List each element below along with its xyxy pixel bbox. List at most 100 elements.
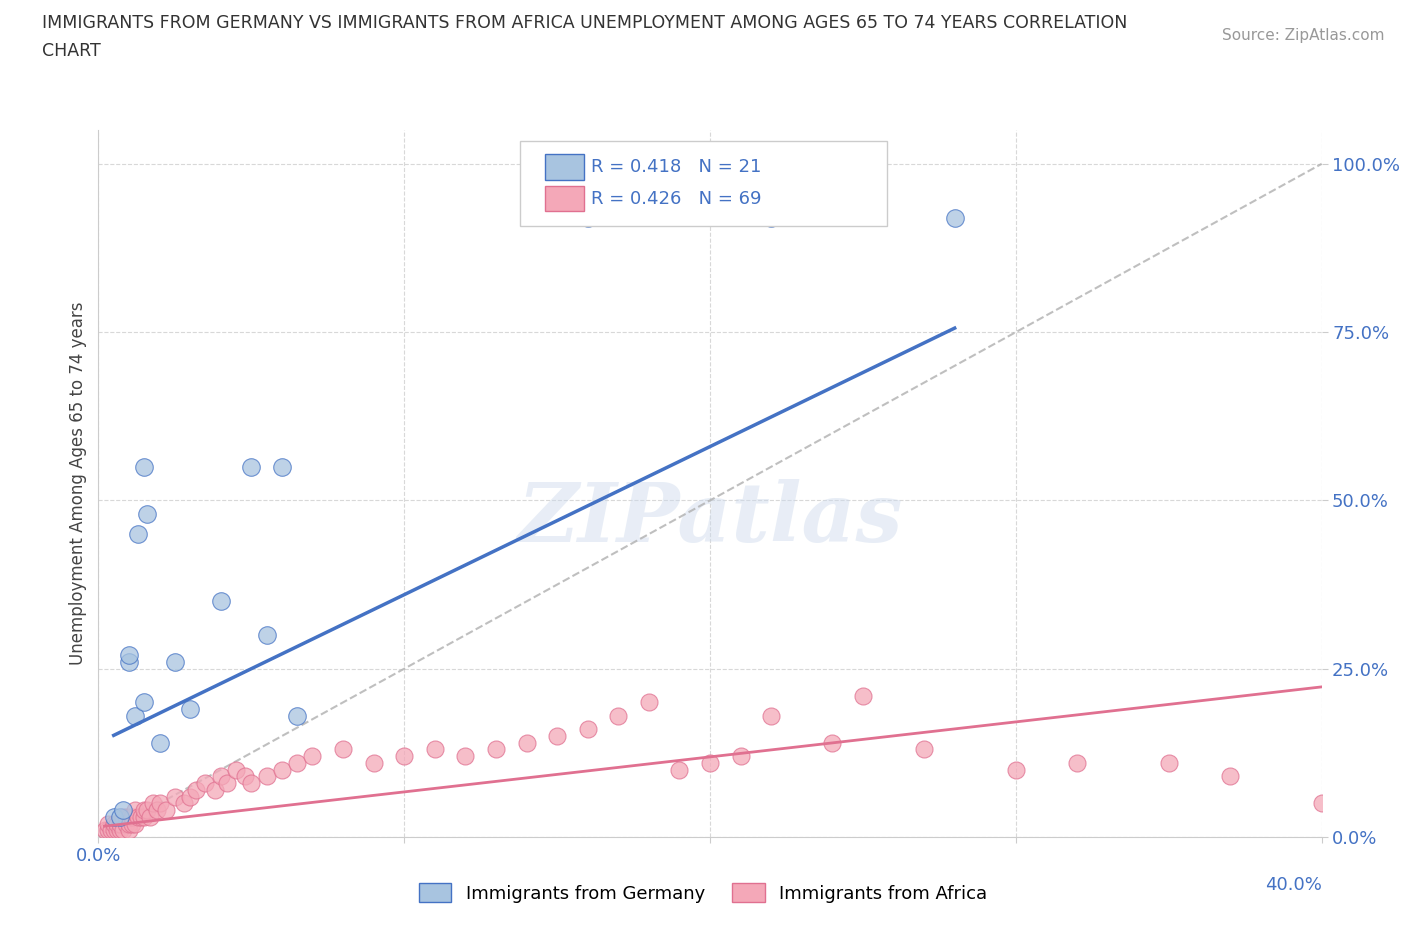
Point <box>105 823 128 838</box>
Point <box>607 709 630 724</box>
Point <box>173 796 195 811</box>
FancyBboxPatch shape <box>546 186 583 211</box>
Point <box>546 728 568 743</box>
Point <box>124 709 146 724</box>
Point <box>163 790 186 804</box>
Point <box>1310 796 1333 811</box>
Y-axis label: Unemployment Among Ages 65 to 74 years: Unemployment Among Ages 65 to 74 years <box>69 302 87 665</box>
Point <box>1004 763 1026 777</box>
Point <box>124 817 146 831</box>
Point <box>392 749 416 764</box>
Point <box>912 742 935 757</box>
Point <box>186 782 208 797</box>
Point <box>637 695 661 710</box>
Point <box>240 459 263 474</box>
Point <box>100 823 122 838</box>
Point <box>129 809 152 824</box>
Point <box>134 803 156 817</box>
Point <box>118 809 141 824</box>
Text: R = 0.426   N = 69: R = 0.426 N = 69 <box>592 190 762 207</box>
Point <box>136 803 159 817</box>
Point <box>108 817 131 831</box>
Point <box>576 210 599 225</box>
Text: IMMIGRANTS FROM GERMANY VS IMMIGRANTS FROM AFRICA UNEMPLOYMENT AMONG AGES 65 TO : IMMIGRANTS FROM GERMANY VS IMMIGRANTS FR… <box>42 14 1128 32</box>
Point <box>134 695 156 710</box>
Point <box>179 701 201 716</box>
Point <box>759 210 782 225</box>
Point <box>256 769 278 784</box>
Text: R = 0.418   N = 21: R = 0.418 N = 21 <box>592 158 762 176</box>
Point <box>256 628 278 643</box>
Point <box>111 823 134 838</box>
Point <box>423 742 446 757</box>
Point <box>943 210 966 225</box>
Point <box>821 736 844 751</box>
Point <box>136 507 159 522</box>
Point <box>121 809 143 824</box>
Point <box>233 769 256 784</box>
Point <box>576 722 599 737</box>
Point <box>699 755 721 770</box>
Point <box>118 823 141 838</box>
Point <box>118 655 141 670</box>
Point <box>240 776 263 790</box>
Point <box>103 809 125 824</box>
Text: ZIPatlas: ZIPatlas <box>517 479 903 559</box>
Text: Source: ZipAtlas.com: Source: ZipAtlas.com <box>1222 28 1385 43</box>
Point <box>93 823 115 838</box>
Legend: Immigrants from Germany, Immigrants from Africa: Immigrants from Germany, Immigrants from… <box>409 873 997 911</box>
Point <box>668 763 690 777</box>
Point <box>363 755 385 770</box>
Point <box>270 459 292 474</box>
Point <box>759 709 782 724</box>
Point <box>285 709 308 724</box>
Point <box>105 817 128 831</box>
Point <box>145 803 167 817</box>
Point <box>194 776 217 790</box>
Point <box>121 817 143 831</box>
Point <box>97 817 120 831</box>
Point <box>111 803 134 817</box>
Point <box>730 749 752 764</box>
Point <box>115 817 138 831</box>
Text: CHART: CHART <box>42 42 101 60</box>
FancyBboxPatch shape <box>546 154 583 179</box>
Point <box>485 742 508 757</box>
FancyBboxPatch shape <box>520 140 887 226</box>
Point <box>111 809 134 824</box>
Point <box>103 817 125 831</box>
Point <box>163 655 186 670</box>
Point <box>179 790 201 804</box>
Point <box>270 763 292 777</box>
Point <box>124 803 146 817</box>
Point <box>97 823 120 838</box>
Point <box>1219 769 1241 784</box>
Point <box>139 809 162 824</box>
Point <box>1066 755 1088 770</box>
Point <box>142 796 165 811</box>
Point <box>118 817 141 831</box>
Point <box>127 526 149 541</box>
Point <box>118 648 141 663</box>
Point <box>134 809 156 824</box>
Point <box>103 823 125 838</box>
Point <box>209 594 232 609</box>
Text: 40.0%: 40.0% <box>1265 876 1322 894</box>
Point <box>225 763 247 777</box>
Point <box>215 776 238 790</box>
Point <box>149 736 172 751</box>
Point <box>115 809 138 824</box>
Point <box>108 809 131 824</box>
Point <box>149 796 172 811</box>
Point <box>155 803 177 817</box>
Point <box>204 782 226 797</box>
Point <box>209 769 232 784</box>
Point <box>454 749 477 764</box>
Point <box>516 736 538 751</box>
Point <box>127 809 149 824</box>
Point <box>301 749 323 764</box>
Point <box>332 742 354 757</box>
Point <box>134 459 156 474</box>
Point <box>108 823 131 838</box>
Point <box>1157 755 1180 770</box>
